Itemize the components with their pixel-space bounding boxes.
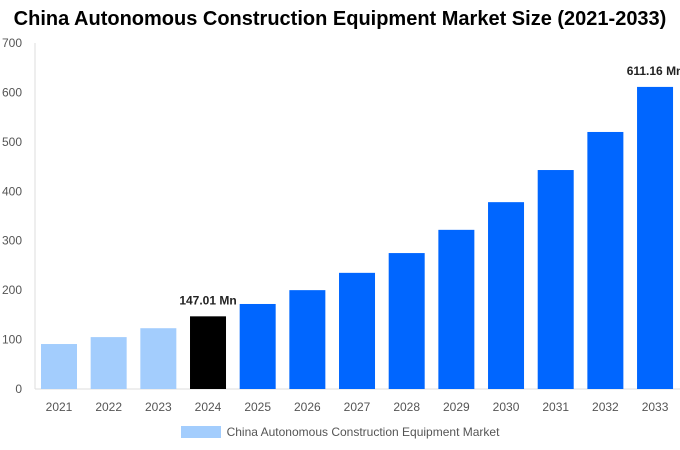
x-tick-label: 2029 [443,400,470,414]
data-label: 611.16 Mn [627,64,680,78]
x-tick-label: 2028 [393,400,420,414]
y-tick-label: 400 [2,184,22,198]
bar-2022 [90,337,127,389]
y-tick-label: 0 [15,382,22,396]
y-tick-label: 300 [2,234,22,248]
y-tick-label: 100 [2,333,22,347]
y-tick-label: 600 [2,85,22,99]
bar-2033 [637,86,674,389]
bar-2032 [587,131,624,389]
x-tick-label: 2033 [642,400,669,414]
bar-2026 [289,290,326,389]
bar-2021 [41,344,77,389]
x-tick-label: 2030 [493,400,520,414]
x-tick-label: 2027 [344,400,371,414]
y-tick-label: 200 [2,283,22,297]
x-tick-label: 2026 [294,400,321,414]
y-tick-label: 500 [2,135,22,149]
x-tick-label: 2031 [542,400,569,414]
x-tick-label: 2023 [145,400,172,414]
data-label: 147.01 Mn [179,293,236,307]
chart-title: China Autonomous Construction Equipment … [13,8,667,30]
x-tick-label: 2022 [95,400,122,414]
x-tick-label: 2032 [592,400,619,414]
bar-2027 [339,272,376,389]
x-tick-label: 2024 [195,400,222,414]
bar-2029 [438,229,475,389]
bar-2024 [190,316,227,389]
legend-label: China Autonomous Construction Equipment … [226,425,500,439]
bar-2031 [537,170,574,389]
x-tick-label: 2021 [46,400,73,414]
bar-2025 [239,303,276,389]
x-tick-label: 2025 [244,400,271,414]
bar-2030 [488,202,525,389]
bar-2023 [140,328,177,389]
y-tick-label: 700 [2,36,22,50]
legend-swatch [180,426,221,438]
bar-2028 [388,253,425,389]
legend: China Autonomous Construction Equipment … [0,425,680,439]
